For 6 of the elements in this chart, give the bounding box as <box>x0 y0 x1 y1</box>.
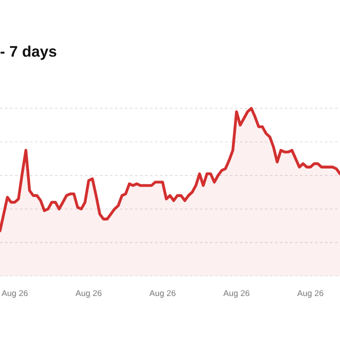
x-tick-label: Aug 26 <box>2 290 28 298</box>
x-tick-label: Aug 26 <box>223 290 250 298</box>
x-tick-label: Aug 26 <box>76 290 102 298</box>
chart-title: - 7 days <box>0 46 56 60</box>
x-tick-label: Aug 26 <box>297 290 324 298</box>
x-tick-label: Aug 26 <box>149 290 176 298</box>
